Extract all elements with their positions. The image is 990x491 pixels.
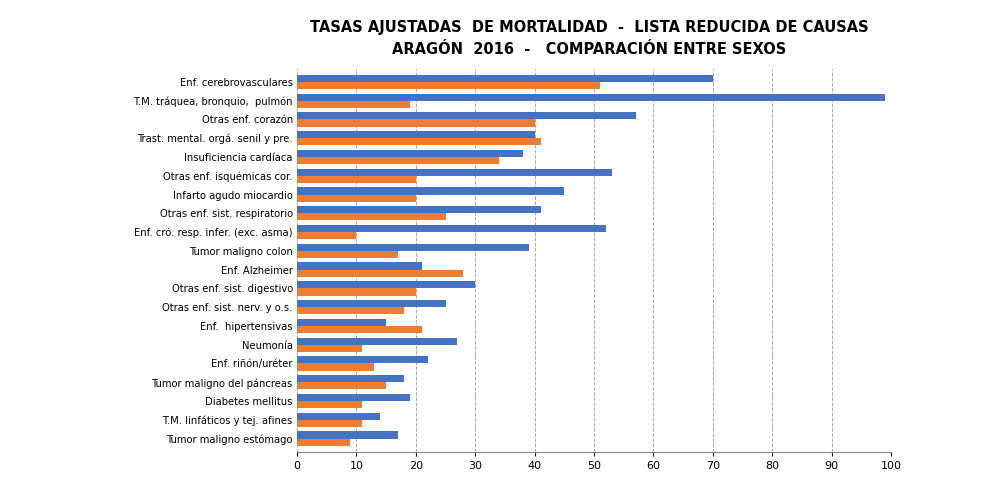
Bar [297, 432, 398, 438]
Bar [297, 263, 422, 270]
Bar [297, 394, 410, 401]
Bar [297, 300, 446, 307]
Bar [297, 326, 422, 333]
Bar [297, 363, 374, 371]
Bar [297, 101, 410, 108]
Bar [297, 401, 362, 408]
Bar [297, 157, 499, 164]
Text: TASAS AJUSTADAS  DE MORTALIDAD  -  LISTA REDUCIDA DE CAUSAS
ARAGÓN  2016  -   CO: TASAS AJUSTADAS DE MORTALIDAD - LISTA RE… [310, 20, 868, 57]
Bar [297, 338, 457, 345]
Bar [297, 232, 356, 239]
Bar [297, 119, 535, 127]
Bar [297, 225, 606, 232]
Bar [297, 188, 564, 194]
Bar [297, 251, 398, 258]
Bar [297, 319, 386, 326]
Bar [297, 168, 612, 176]
Bar [297, 194, 416, 202]
Bar [297, 288, 416, 296]
Bar [297, 307, 404, 314]
Bar [297, 213, 446, 220]
Bar [297, 176, 416, 183]
Bar [297, 244, 529, 251]
Bar [297, 138, 541, 145]
Bar [297, 356, 428, 363]
Bar [297, 375, 404, 382]
Bar [297, 438, 350, 446]
Bar [297, 281, 475, 288]
Bar [297, 206, 541, 213]
Bar [297, 75, 713, 82]
Bar [297, 131, 535, 138]
Bar [297, 93, 885, 101]
Bar [297, 382, 386, 389]
Bar [297, 150, 523, 157]
Bar [297, 412, 380, 420]
Bar [297, 270, 463, 277]
Bar [297, 112, 636, 119]
Bar [297, 82, 600, 89]
Bar [297, 420, 362, 427]
Bar [297, 345, 362, 352]
